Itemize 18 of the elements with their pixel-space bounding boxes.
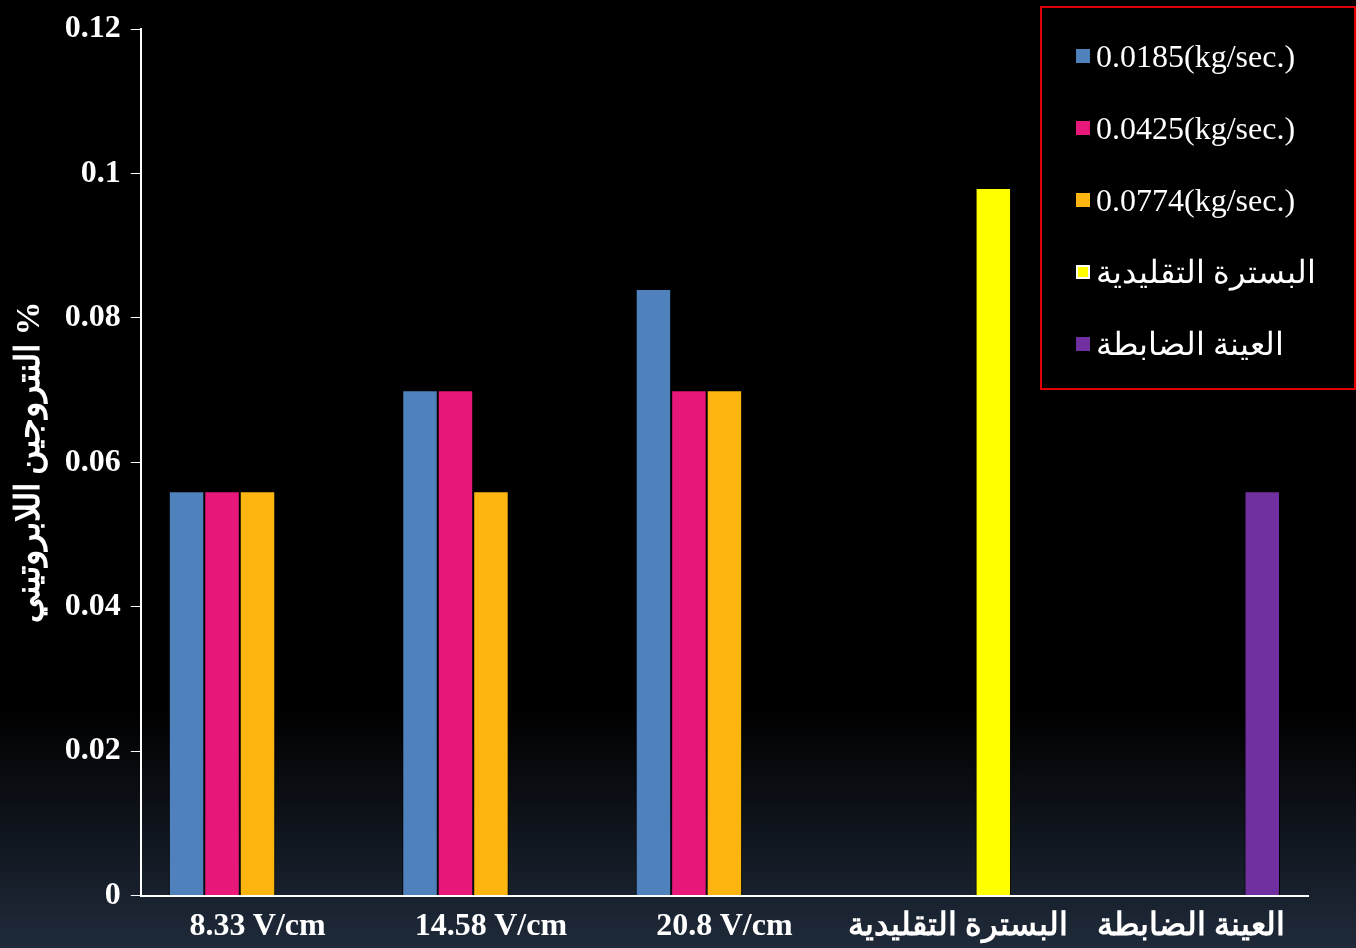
y-tick-label: 0.12 xyxy=(64,8,121,45)
x-tick-label: 8.33 V/cm xyxy=(189,906,326,943)
legend-label: 0.0185(kg/sec.) xyxy=(1096,37,1296,75)
x-tick-label: 14.58 V/cm xyxy=(414,906,568,943)
legend-label: 0.0774(kg/sec.) xyxy=(1096,181,1296,219)
y-tick-label: 0.04 xyxy=(64,586,121,623)
y-axis-title: النتروجين اللابروتيني % xyxy=(9,301,49,624)
legend-label: البسترة التقليدية xyxy=(1096,253,1316,291)
legend-label: 0.0425(kg/sec.) xyxy=(1096,109,1296,147)
y-tick-label: 0.1 xyxy=(80,152,121,189)
y-tick-label: 0.02 xyxy=(64,730,121,767)
y-tick-label: 0.06 xyxy=(64,441,121,478)
x-tick-label: البسترة التقليدية xyxy=(847,906,1068,945)
y-tick-label: 0 xyxy=(104,874,121,911)
y-tick-label: 0.08 xyxy=(64,297,121,334)
x-tick-label: 20.8 V/cm xyxy=(656,906,793,943)
x-tick-label: العينة الضابطة xyxy=(1097,906,1286,943)
legend-label: العينة الضابطة xyxy=(1096,325,1284,363)
